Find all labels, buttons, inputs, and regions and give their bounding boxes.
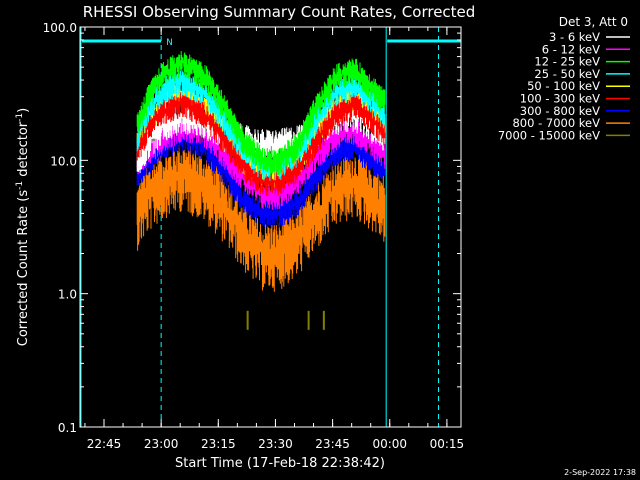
plot-area: N [80,27,461,427]
legend-label: 6 - 12 keV [542,42,600,56]
y-axis: 0.1 1.0 10.0 100.0 [43,21,461,435]
legend-label: 50 - 100 keV [527,79,600,93]
plot-frame [79,26,462,428]
footer-date: 2-Sep-2022 17:38 [564,468,636,477]
x-tick-label: 00:15 [430,437,465,451]
x-tick-label: 23:00 [144,437,179,451]
x-tick-label: 23:15 [201,437,236,451]
legend-title: Det 3, Att 0 [559,15,628,29]
legend-label: 3 - 6 keV [549,30,600,44]
x-tick-label: 22:45 [87,437,122,451]
x-axis-label: Start Time (17-Feb-18 22:38:42) [175,456,385,471]
x-tick-label: 00:00 [372,437,407,451]
y-tick-label: 10.0 [50,154,77,168]
legend-label: 7000 - 15000 keV [498,128,600,142]
y-axis-label: Corrected Count Rate (s-1 detector-1) [15,108,31,346]
series-trace [136,145,386,292]
x-tick-label: 23:30 [258,437,293,451]
y-tick-label: 0.1 [58,421,77,435]
legend-label: 300 - 800 keV [520,104,600,118]
y-tick-label: 100.0 [43,21,77,35]
series-trace [136,51,386,176]
series-800-7000kev [136,145,386,292]
x-axis: 22:45 23:00 23:15 23:30 23:45 00:00 00:15 [84,27,465,451]
legend-label: 800 - 7000 keV [512,116,600,130]
series-12-25kev [136,51,386,176]
y-tick-label: 1.0 [58,288,77,302]
legend-label: 100 - 300 keV [520,92,600,106]
legend-label: 25 - 50 keV [534,67,600,81]
legend-label: 12 - 25 keV [534,55,600,69]
chart-title: RHESSI Observing Summary Count Rates, Co… [83,3,476,21]
x-tick-label: 23:45 [315,437,350,451]
n-marker: N [166,38,173,48]
